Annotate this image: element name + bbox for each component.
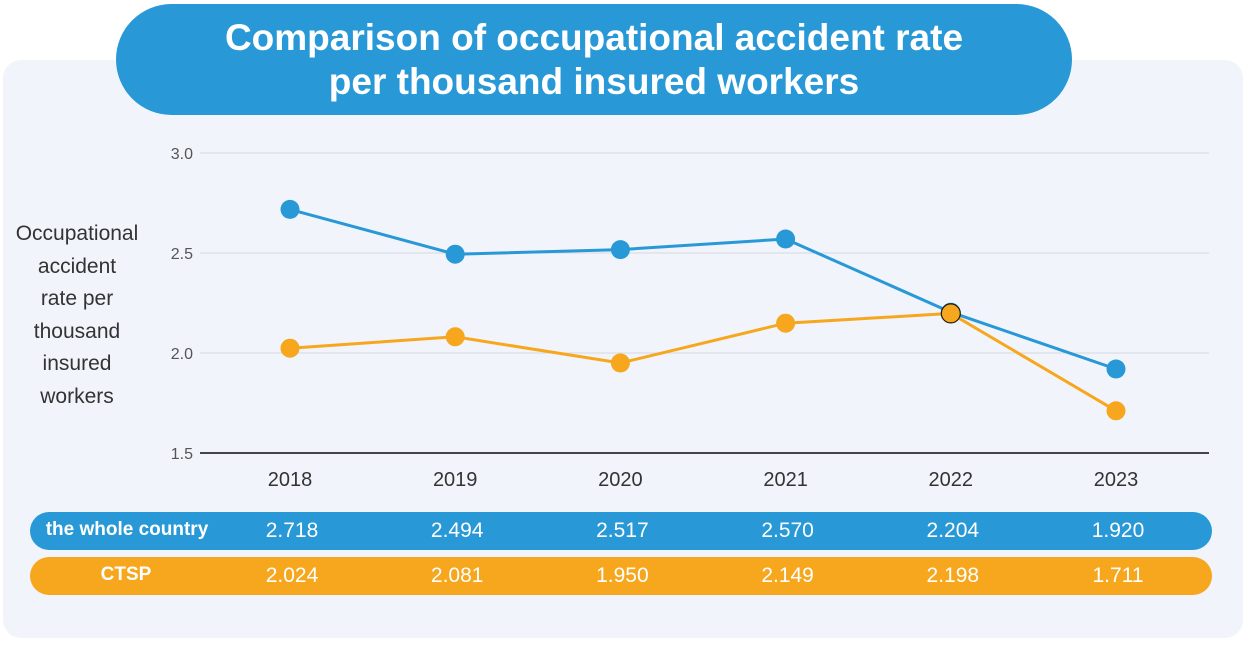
data-point-ctsp [776, 313, 796, 333]
data-point-ctsp [280, 338, 300, 358]
y-tick-label: 1.5 [171, 446, 193, 463]
y-axis-label-line: Occupational [15, 222, 139, 245]
data-point-ctsp [940, 303, 961, 324]
y-tick-label: 2.5 [171, 246, 193, 263]
series-name-label: the whole country [45, 519, 209, 540]
table-row-country: the whole country 2.718 2.494 2.517 2.570 2.2… [30, 512, 1212, 550]
y-tick-label: 2.0 [171, 346, 193, 363]
table-value-cell: 1.950 [596, 564, 649, 587]
chart-title: Comparison of occupational accident rate… [116, 4, 1072, 115]
x-tick-label: 2019 [433, 469, 478, 491]
data-point-ctsp [445, 327, 465, 347]
table-value-cell: 2.198 [926, 564, 980, 587]
x-tick-label: 2020 [598, 469, 643, 491]
data-point-ctsp [610, 353, 630, 373]
series-line-country [289, 207, 1117, 371]
series-name-label: CTSP [100, 564, 152, 585]
table-value-cell: 2.204 [926, 519, 980, 542]
chart-title-line-1: Comparison of occupational accident rate [224, 16, 964, 58]
table-value-cell: 2.570 [761, 519, 814, 542]
data-point-country [1106, 359, 1126, 379]
table-value-cell: 2.494 [430, 519, 484, 542]
table-value-cell: 2.517 [596, 519, 649, 542]
table-value-cell: 2.024 [265, 564, 319, 587]
y-axis-label-line: rate per [40, 287, 114, 310]
table-value-cell: 2.149 [761, 564, 814, 587]
x-tick-label: 2018 [268, 469, 313, 491]
data-point-country [280, 199, 300, 219]
table-value-cell: 1.920 [1091, 519, 1145, 542]
y-axis-label-line: accident [37, 254, 117, 278]
data-point-country [610, 240, 630, 260]
y-axis-label-line: insured [42, 352, 112, 375]
x-tick-label: 2022 [929, 469, 974, 491]
data-point-country [776, 229, 796, 249]
table-value-cell: 2.718 [265, 519, 319, 542]
table-value-cell: 2.081 [430, 564, 484, 587]
y-axis-label-line: thousand [33, 319, 121, 343]
data-point-ctsp [1106, 401, 1126, 421]
y-axis-label-line: workers [40, 384, 114, 408]
table-value-cell: 1.711 [1092, 564, 1144, 587]
y-tick-label: 3.0 [171, 146, 193, 163]
series-line-ctsp [289, 311, 1117, 413]
chart-title-line-2: per thousand insured workers [328, 60, 860, 102]
y-axis-label: Occupational accident rate per thousand … [2, 218, 152, 413]
data-point-country [445, 244, 465, 264]
x-tick-label: 2021 [763, 469, 808, 491]
x-tick-label: 2023 [1094, 469, 1139, 491]
table-row-ctsp: CTSP 2.024 2.081 1.950 2.149 2.198 1.711 [30, 557, 1212, 595]
